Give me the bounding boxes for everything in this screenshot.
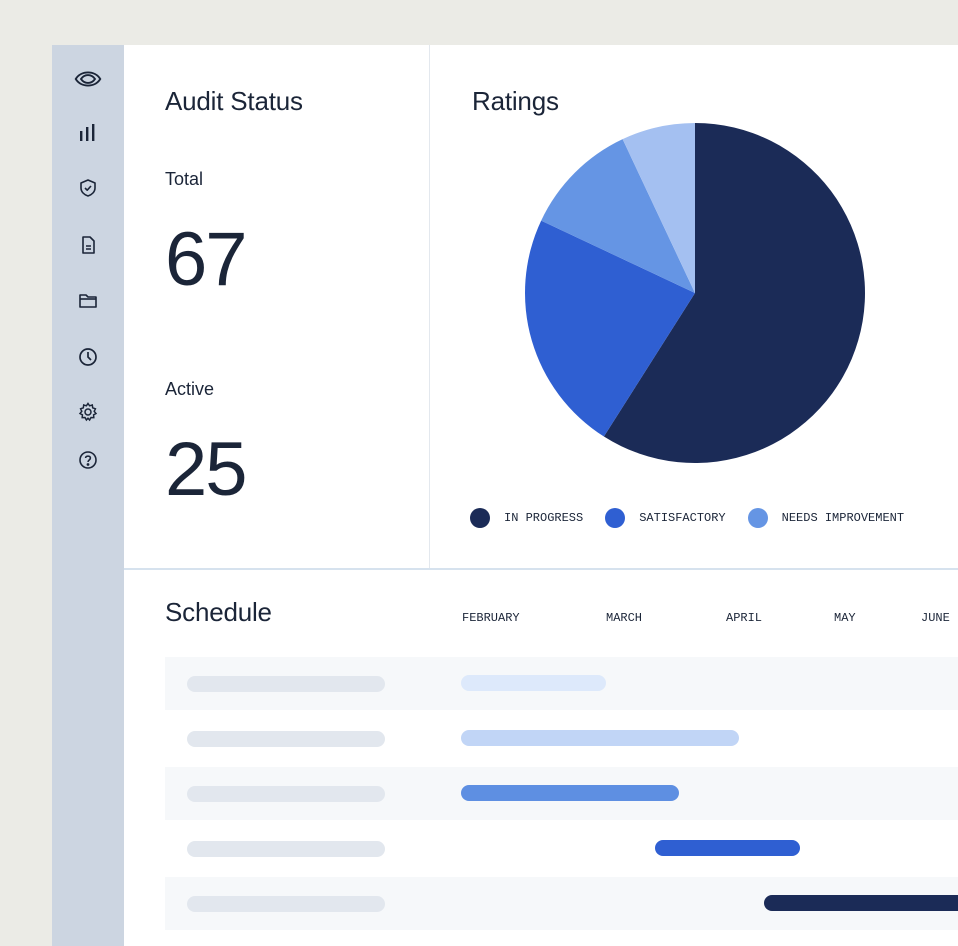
row-label-placeholder [187,676,385,692]
legend-item: SATISFACTORY [605,508,726,528]
schedule-bar[interactable] [461,675,607,691]
schedule-row[interactable] [165,657,958,710]
pie-slice-other [622,123,695,293]
schedule-bar[interactable] [654,840,800,856]
shield-check-icon[interactable] [76,176,100,200]
active-label: Active [165,379,215,399]
dashboard-window: Audit Status Total 67 Active 25 Ratings … [52,45,958,946]
ratings-legend: IN PROGRESS SATISFACTORY NEEDS IMPROVEMENT [470,508,926,528]
month-label: MAY [834,611,856,625]
main-content: Audit Status Total 67 Active 25 Ratings … [124,45,958,946]
active-value: 25 [165,427,248,512]
total-value: 67 [165,217,248,302]
row-label-placeholder [187,786,385,802]
legend-label: IN PROGRESS [504,511,584,525]
schedule-row[interactable] [165,877,958,930]
legend-dot [747,508,768,528]
section-divider [124,568,958,570]
total-label: Total [165,169,204,189]
eye-logo-icon[interactable] [72,63,104,95]
schedule-row[interactable] [165,822,958,875]
help-icon[interactable] [76,448,100,472]
ratings-title: Ratings [472,86,559,116]
legend-dot [470,508,490,528]
bar-chart-icon[interactable] [76,121,100,145]
ratings-pie-chart [525,123,865,463]
document-icon[interactable] [76,233,100,257]
month-label: FEBRUARY [462,611,520,625]
schedule-panel: Schedule FEBRUARY MARCH APRIL MAY JUNE [124,570,958,946]
month-label: JUNE [921,611,950,625]
schedule-bar[interactable] [461,785,679,801]
legend-label: SATISFACTORY [639,511,726,525]
schedule-bar[interactable] [461,730,740,746]
pie-slice-in-progress [603,123,865,463]
sidebar [52,45,124,946]
pie-slice-satisfactory [525,220,695,437]
audit-status-title: Audit Status [165,86,303,116]
gear-icon[interactable] [76,400,100,424]
legend-item: NEEDS IMPROVEMENT [747,508,905,528]
schedule-row[interactable] [165,767,958,820]
month-label: MARCH [606,611,643,625]
ratings-panel: Ratings IN PROGRESS SATISFACTORY NEEDS IMP… [430,45,958,568]
row-label-placeholder [187,841,385,857]
legend-dot [605,508,626,528]
row-label-placeholder [187,896,385,912]
row-label-placeholder [187,731,385,747]
legend-item: IN PROGRESS [470,508,583,528]
schedule-title: Schedule [165,597,272,627]
folder-icon[interactable] [76,289,100,313]
pie-slice-needs-improvement [541,139,695,293]
schedule-bar[interactable] [763,895,958,911]
schedule-row[interactable] [165,712,958,765]
audit-status-panel: Audit Status Total 67 Active 25 [124,45,430,568]
month-label: APRIL [726,611,763,625]
clock-icon[interactable] [76,345,100,369]
legend-label: NEEDS IMPROVEMENT [781,511,905,525]
